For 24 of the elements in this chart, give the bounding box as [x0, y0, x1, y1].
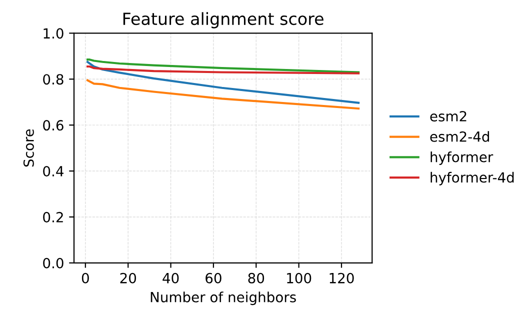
y-tick-label: 0.2: [43, 212, 63, 222]
line-series: [86, 65, 360, 74]
legend-label: hyformer: [430, 152, 494, 165]
y-tick-label: 1.0: [44, 28, 64, 39]
x-axis-title: Number of neighbors: [150, 292, 296, 306]
x-tick-label: 40: [162, 272, 179, 284]
x-tick-label: 60: [206, 272, 222, 284]
y-tick-label: 0.4: [43, 166, 64, 176]
line-series: [86, 58, 360, 74]
x-tick-label: 120: [330, 272, 354, 284]
y-tick-label: 0.8: [43, 74, 64, 85]
x-tick-label: 0: [82, 272, 89, 284]
legend-label: esm2-4d: [430, 131, 490, 142]
y-axis-title: Score: [23, 129, 34, 167]
x-tick-label: 100: [287, 272, 312, 284]
legend-label: hyformer-4d: [430, 172, 514, 186]
chart-title: Feature alignment score: [123, 12, 324, 28]
y-tick-label: 0.0: [43, 258, 64, 268]
line-series: [86, 60, 360, 104]
line-series: [86, 79, 360, 110]
x-tick-label: 80: [248, 272, 264, 284]
x-tick-label: 20: [120, 272, 136, 284]
legend-label: esm2: [430, 110, 466, 122]
y-tick-label: 0.6: [43, 120, 64, 131]
